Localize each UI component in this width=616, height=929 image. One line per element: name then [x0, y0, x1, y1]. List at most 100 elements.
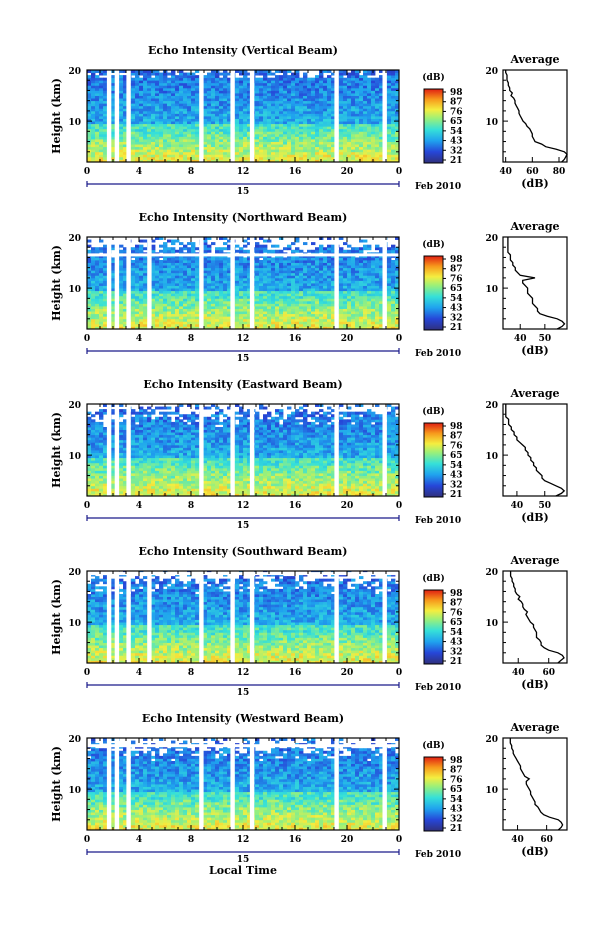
- heatmap-cell: [287, 128, 292, 132]
- heatmap-cell: [191, 308, 196, 312]
- heatmap-cell: [195, 285, 200, 289]
- heatmap-cell: [159, 77, 164, 81]
- heatmap-cell: [135, 321, 140, 325]
- heatmap-cell: [379, 149, 384, 153]
- heatmap-cell: [359, 100, 364, 104]
- heatmap-cell: [243, 87, 248, 91]
- heatmap-cell: [211, 126, 216, 130]
- heatmap-cell: [163, 146, 168, 150]
- heatmap-cell: [359, 326, 364, 330]
- heatmap-cell: [351, 149, 356, 153]
- heatmap-cell: [95, 121, 100, 125]
- heatmap-cell: [255, 136, 260, 140]
- heatmap-cell: [275, 267, 280, 271]
- heatmap-cell: [243, 131, 248, 135]
- heatmap-cell: [191, 298, 196, 302]
- heatmap-cell: [291, 267, 296, 271]
- heatmap-cell: [387, 326, 392, 330]
- heatmap-cell: [163, 270, 168, 274]
- heatmap-cell: [263, 103, 268, 107]
- heatmap-cell: [111, 110, 116, 114]
- heatmap-cell: [291, 159, 296, 163]
- heatmap-cell: [167, 295, 172, 299]
- heatmap-cell: [267, 260, 272, 263]
- heatmap-cell: [131, 262, 136, 266]
- heatmap-cell: [239, 283, 244, 286]
- heatmap-cell: [263, 265, 268, 269]
- heatmap-cell: [219, 323, 224, 327]
- heatmap-cell: [279, 75, 284, 79]
- heatmap-cell: [243, 285, 248, 289]
- heatmap-cell: [195, 133, 200, 137]
- heatmap-cell: [135, 85, 140, 89]
- heatmap-cell: [375, 77, 380, 81]
- heatmap-cell: [263, 149, 268, 153]
- heatmap-cell: [147, 72, 152, 76]
- heatmap-cell: [259, 98, 264, 102]
- heatmap-cell: [223, 321, 228, 325]
- heatmap-cell: [363, 313, 368, 317]
- heatmap-cell: [339, 262, 344, 266]
- colorbar-tick-label: 76: [450, 107, 463, 117]
- heatmap-cell: [135, 80, 140, 84]
- heatmap-cell: [283, 265, 288, 269]
- heatmap-cell: [155, 149, 160, 153]
- heatmap-cell: [175, 136, 180, 140]
- heatmap-cell: [323, 133, 328, 137]
- heatmap-cell: [139, 87, 144, 91]
- heatmap-cell: [247, 118, 252, 122]
- heatmap-cell: [267, 133, 272, 137]
- heatmap-cell: [243, 146, 248, 150]
- heatmap-cell: [123, 77, 128, 81]
- heatmap-cell: [131, 293, 136, 297]
- heatmap-cell: [119, 149, 124, 153]
- heatmap-cell: [187, 98, 192, 102]
- heatmap-cell: [111, 260, 116, 263]
- heatmap-cell: [319, 313, 324, 317]
- heatmap-cell: [163, 121, 168, 125]
- heatmap-cell: [163, 298, 168, 302]
- heatmap-cell: [183, 149, 188, 153]
- heatmap-cell: [351, 110, 356, 114]
- heatmap-cell: [143, 321, 148, 325]
- heatmap-cell: [267, 123, 272, 127]
- heatmap-cell: [347, 121, 352, 125]
- heatmap-cell: [343, 323, 348, 327]
- heatmap-cell: [355, 108, 360, 112]
- heatmap-cell: [307, 303, 312, 307]
- heatmap-cell: [99, 323, 104, 327]
- heatmap-cell: [367, 82, 372, 86]
- heatmap-cell: [223, 260, 228, 263]
- heatmap-cell: [163, 77, 168, 81]
- heatmap-cell: [307, 154, 312, 158]
- heatmap-cell: [375, 270, 380, 274]
- heatmap-cell: [143, 262, 148, 266]
- heatmap-cell: [227, 293, 232, 297]
- heatmap-cell: [315, 146, 320, 150]
- heatmap-cell: [307, 85, 312, 89]
- heatmap-cell: [211, 280, 216, 284]
- heatmap-cell: [179, 146, 184, 150]
- heatmap-cell: [291, 141, 296, 145]
- heatmap-cell: [159, 128, 164, 132]
- heatmap-cell: [303, 136, 308, 140]
- heatmap-cell: [363, 154, 368, 158]
- heatmap-cell: [291, 146, 296, 150]
- heatmap-cell: [151, 77, 156, 81]
- heatmap-cell: [371, 285, 376, 289]
- heatmap-cell: [331, 118, 336, 122]
- heatmap-cell: [283, 141, 288, 145]
- heatmap-cell: [391, 308, 396, 312]
- heatmap-cell: [167, 283, 172, 286]
- heatmap-cell: [347, 95, 352, 99]
- heatmap-cell: [303, 285, 308, 289]
- heatmap-cell: [339, 316, 344, 320]
- heatmap-cell: [391, 136, 396, 140]
- heatmap-cell: [351, 277, 356, 281]
- heatmap-cell: [195, 277, 200, 281]
- heatmap-cell: [131, 321, 136, 325]
- heatmap-cell: [151, 288, 156, 292]
- heatmap-cell: [367, 295, 372, 299]
- heatmap-cell: [219, 87, 224, 91]
- heatmap-cell: [103, 144, 108, 148]
